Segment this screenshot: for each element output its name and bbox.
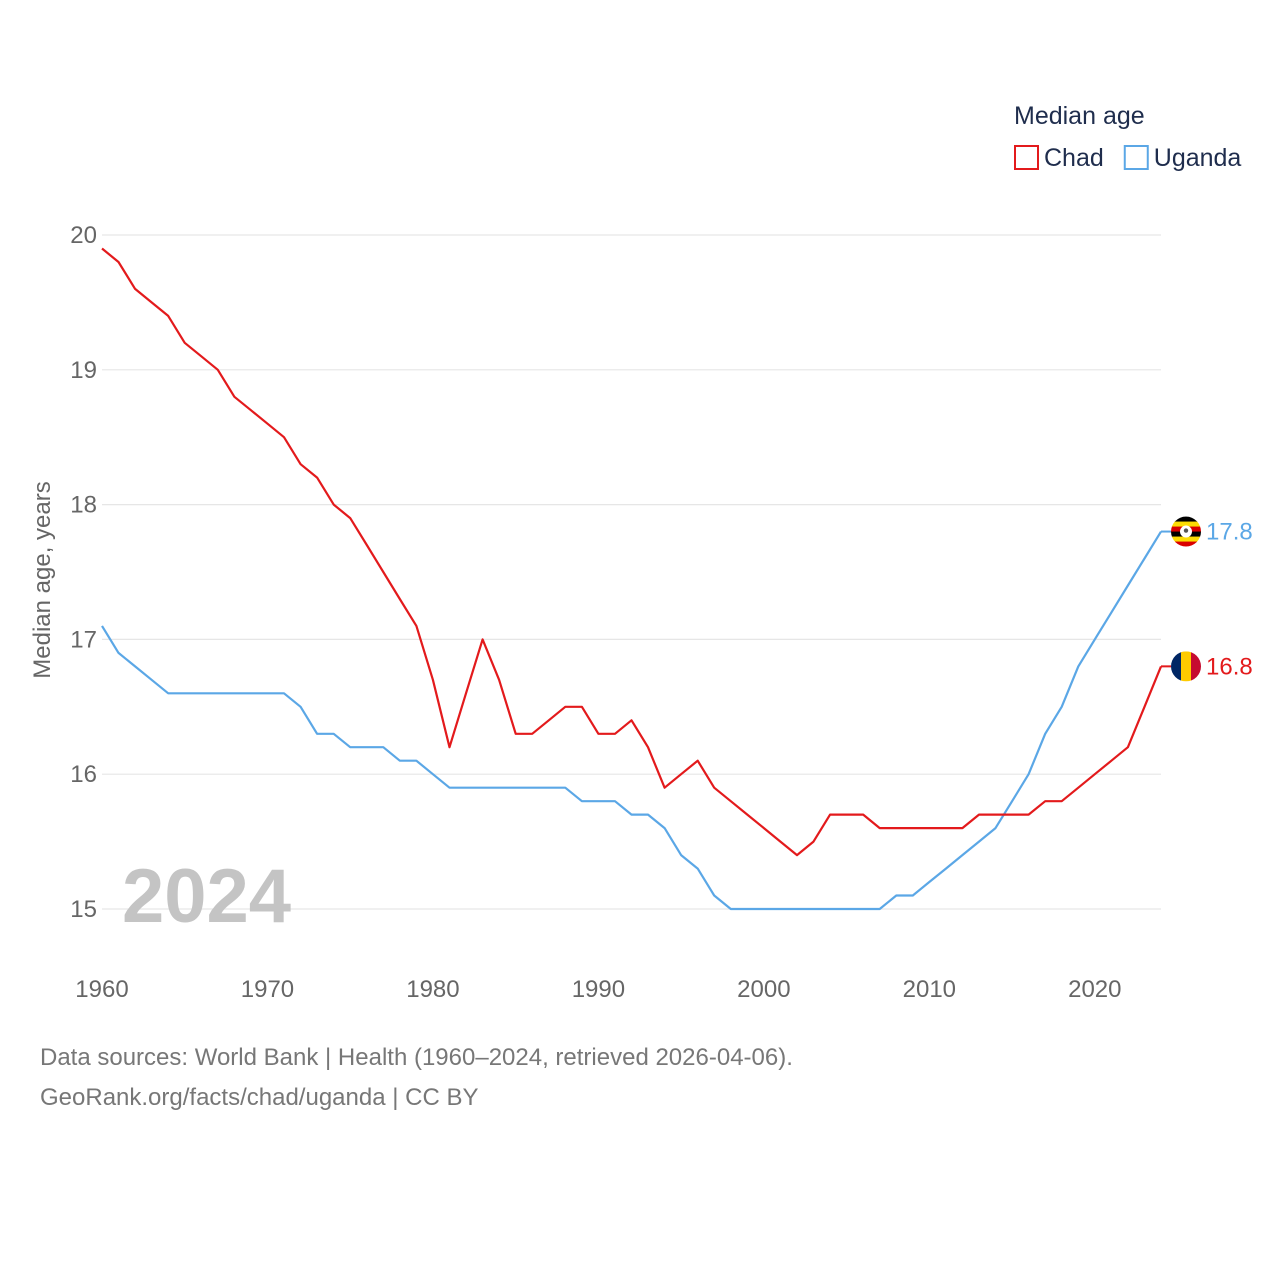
series-line-uganda [101, 531, 1162, 911]
x-tick-label: 2010 [903, 976, 956, 1003]
y-tick-label: 17 [70, 626, 97, 653]
x-tick-label: 1960 [75, 976, 128, 1003]
y-axis-ticks: 15 16 17 18 19 20 [70, 222, 97, 923]
end-markers: 16.8 17.8 [1161, 516, 1253, 682]
chad-flag-icon [1171, 651, 1201, 682]
x-axis-ticks: 1960 1970 1980 1990 2000 2010 2020 [75, 976, 1121, 1003]
legend-title: Median age [1014, 102, 1145, 130]
footer-credit: GeoRank.org/facts/chad/uganda | CC BY [40, 1084, 479, 1111]
grid [102, 234, 1161, 910]
legend-label-uganda: Uganda [1154, 144, 1242, 172]
end-value-label-chad: 16.8 [1206, 653, 1253, 680]
y-tick-label: 16 [70, 761, 97, 788]
legend-swatch-chad [1014, 145, 1039, 170]
legend: Median age Chad Uganda [1014, 102, 1241, 172]
x-tick-label: 2020 [1068, 976, 1121, 1003]
footer-sources: Data sources: World Bank | Health (1960–… [40, 1044, 793, 1071]
y-tick-label: 15 [70, 896, 97, 923]
y-tick-label: 19 [70, 357, 97, 384]
y-axis-title: Median age, years [29, 481, 56, 678]
year-label: 2024 [122, 854, 291, 939]
series-lines [101, 247, 1163, 911]
legend-items: Chad Uganda [1014, 144, 1242, 172]
x-tick-label: 1990 [572, 976, 625, 1003]
y-tick-label: 20 [70, 222, 97, 249]
x-tick-label: 1970 [241, 976, 294, 1003]
uganda-flag-icon [1171, 516, 1201, 547]
x-tick-label: 1980 [406, 976, 459, 1003]
legend-label-chad: Chad [1044, 144, 1104, 172]
series-line-chad [101, 247, 1163, 857]
end-value-label-uganda: 17.8 [1206, 519, 1253, 546]
x-tick-label: 2000 [737, 976, 790, 1003]
legend-swatch-uganda [1123, 145, 1149, 170]
y-tick-label: 18 [70, 492, 97, 519]
